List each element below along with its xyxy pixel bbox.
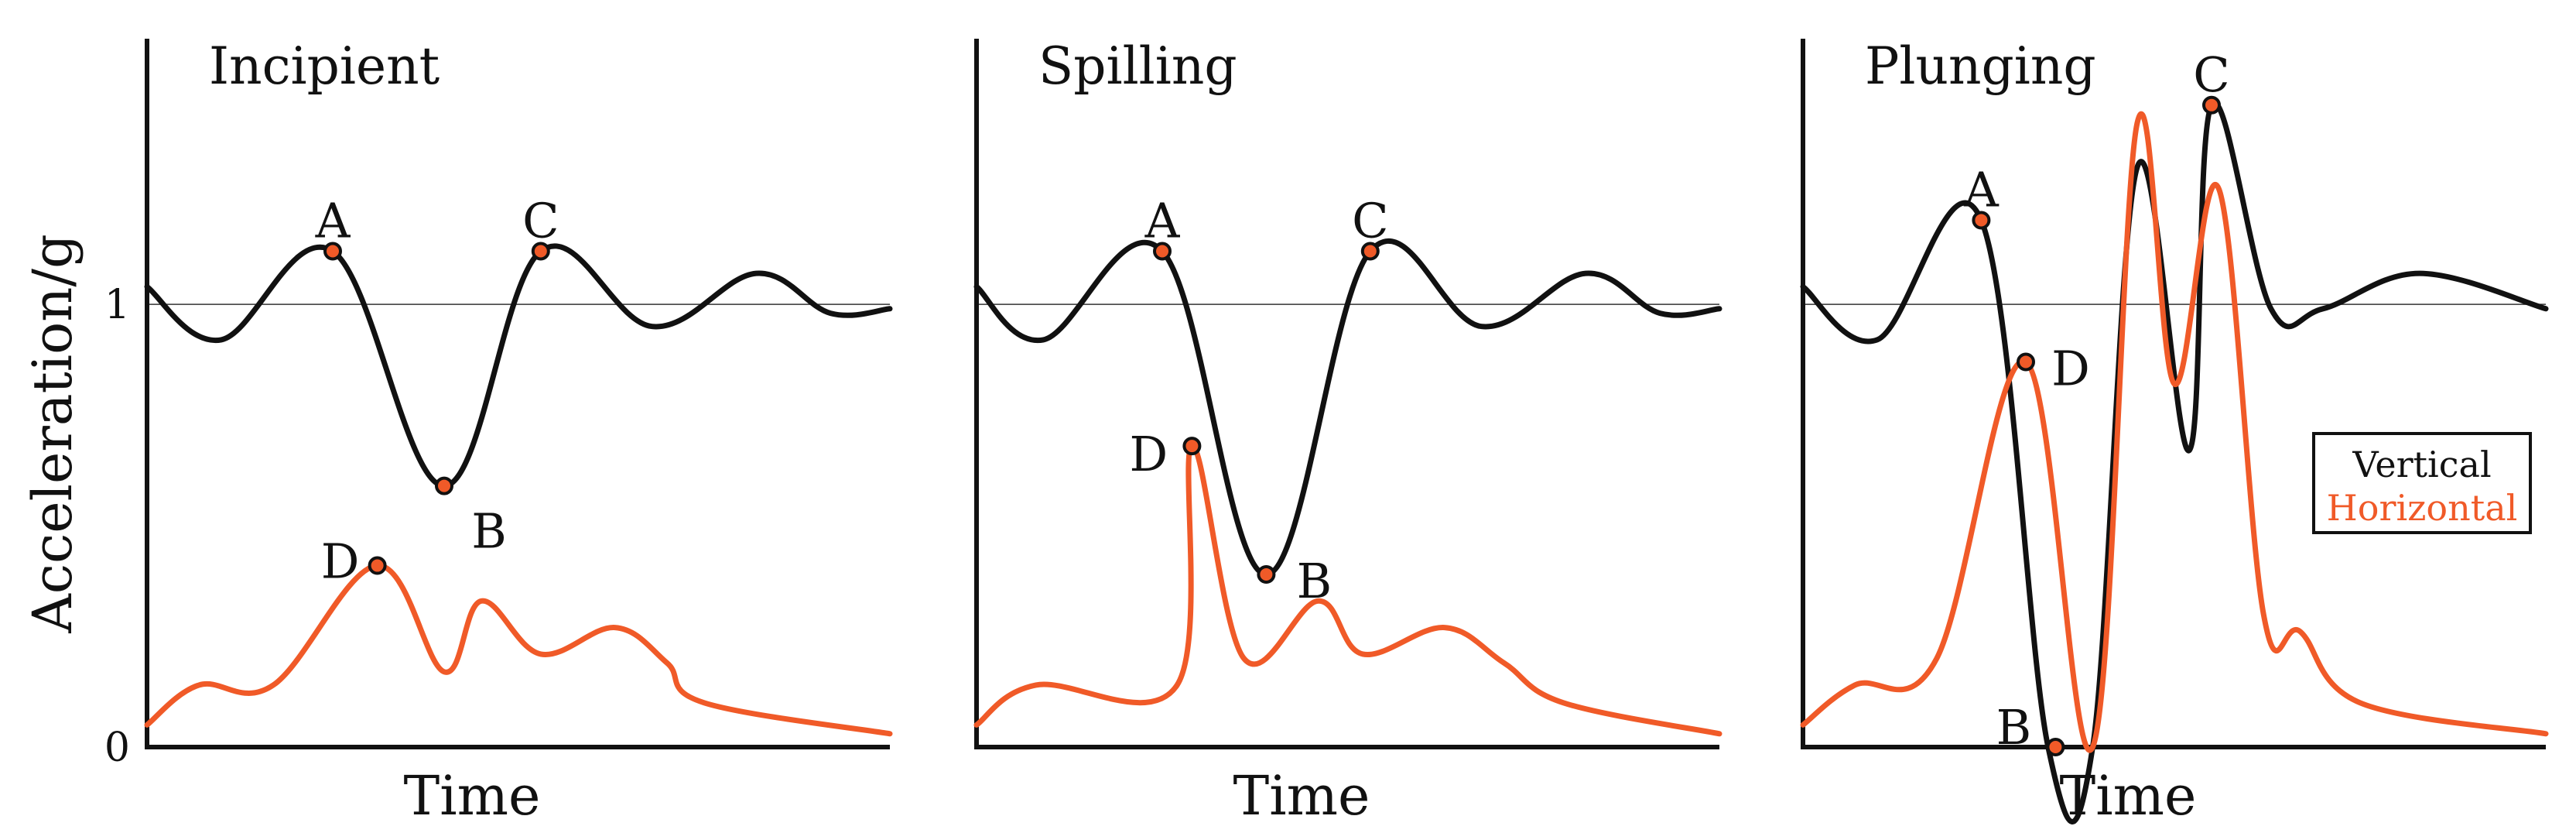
point-b-label: B	[1297, 553, 1332, 609]
point-a-label: A	[1963, 161, 2000, 218]
point-a-marker	[1153, 242, 1172, 261]
panel-plunging: A B C D Plunging Time	[1800, 36, 2549, 828]
point-d-marker	[2017, 352, 2035, 372]
series-horizontal-line	[144, 563, 893, 737]
point-b-marker	[2046, 738, 2065, 756]
point-a-marker	[323, 242, 342, 261]
point-b-marker	[1257, 564, 1276, 584]
point-b-label: B	[1996, 699, 2032, 756]
y-tick-label-0: 0	[104, 725, 130, 771]
panel-title: Plunging	[1865, 36, 2096, 96]
point-d-label: D	[1130, 426, 1168, 482]
panel-title: Spilling	[1038, 36, 1237, 96]
point-d-marker	[368, 556, 387, 575]
legend: Vertical Horizontal	[2312, 432, 2532, 534]
point-d-label: D	[2051, 340, 2090, 396]
y-axis-label: Acceleration/g	[21, 234, 84, 634]
point-c-label: C	[1352, 193, 1388, 249]
point-c-label: C	[522, 193, 559, 249]
x-axis-label: Time	[1233, 764, 1370, 828]
x-axis-label: Time	[404, 764, 541, 828]
panel-title: Incipient	[209, 36, 440, 96]
point-b-marker	[435, 476, 453, 495]
series-vertical-line	[973, 238, 1722, 578]
legend-item-vertical: Vertical	[2352, 444, 2491, 485]
point-b-label: B	[471, 503, 507, 560]
point-c-marker	[531, 242, 550, 261]
y-tick-label-1: 1	[104, 282, 130, 328]
point-a-label: A	[315, 193, 351, 249]
point-a-label: A	[1144, 193, 1181, 249]
point-a-marker	[1972, 211, 1991, 230]
panel-incipient: A B C D Incipient Time 1 0	[104, 36, 893, 828]
series-vertical-line	[144, 243, 893, 489]
point-d-label: D	[321, 533, 360, 590]
panels: A B C D Incipient Time 1 0 A B C D Spilling Time A B C D P…	[104, 36, 2549, 828]
panel-spilling: A B C D Spilling Time	[973, 36, 1722, 828]
point-c-marker	[2202, 95, 2221, 115]
series-horizontal-line	[1800, 111, 2549, 753]
point-c-marker	[1360, 242, 1380, 261]
point-d-marker	[1182, 437, 1202, 456]
legend-item-horizontal: Horizontal	[2327, 487, 2518, 529]
legend-box	[2312, 432, 2532, 534]
x-axis-label: Time	[2060, 764, 2197, 828]
series-horizontal-line	[973, 443, 1722, 737]
point-c-label: C	[2193, 46, 2229, 103]
